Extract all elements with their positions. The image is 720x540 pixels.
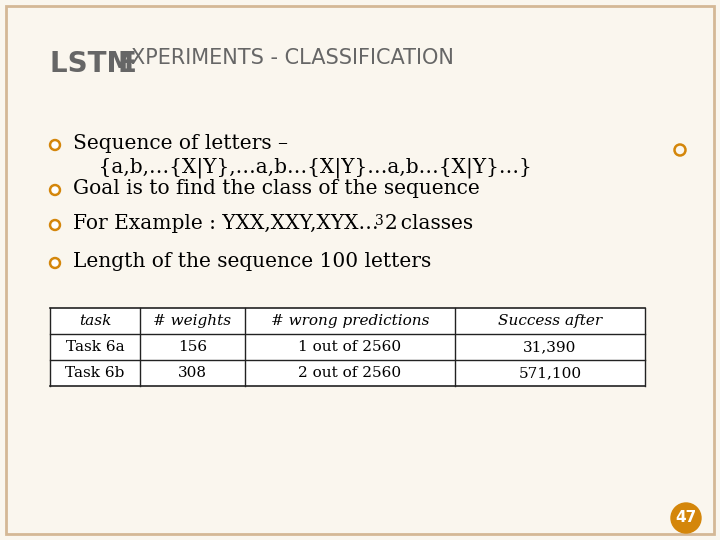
Text: XPERIMENTS - CLASSIFICATION: XPERIMENTS - CLASSIFICATION xyxy=(131,48,454,68)
Text: LSTM: LSTM xyxy=(50,50,144,78)
Text: {a,b,…{X|Y},…a,b…{X|Y}…a,b…{X|Y}…}: {a,b,…{X|Y},…a,b…{X|Y}…a,b…{X|Y}…} xyxy=(73,158,532,179)
Text: # wrong predictions: # wrong predictions xyxy=(271,314,429,328)
Text: # weights: # weights xyxy=(153,314,232,328)
Text: 3: 3 xyxy=(375,214,384,228)
Bar xyxy=(50,308,645,386)
Circle shape xyxy=(52,260,58,266)
Text: For Example : YXX,XXY,XYX… 2: For Example : YXX,XXY,XYX… 2 xyxy=(73,214,397,233)
Text: 308: 308 xyxy=(178,366,207,380)
Circle shape xyxy=(50,219,60,231)
Circle shape xyxy=(671,503,701,533)
Text: Task 6b: Task 6b xyxy=(66,366,125,380)
Circle shape xyxy=(52,187,58,193)
Text: 156: 156 xyxy=(178,340,207,354)
Text: Length of the sequence 100 letters: Length of the sequence 100 letters xyxy=(73,252,431,271)
Circle shape xyxy=(50,185,60,195)
Text: Sequence of letters –: Sequence of letters – xyxy=(73,134,288,153)
Text: 31,390: 31,390 xyxy=(523,340,577,354)
Text: 1 out of 2560: 1 out of 2560 xyxy=(298,340,402,354)
Text: 2 out of 2560: 2 out of 2560 xyxy=(298,366,402,380)
Text: classes: classes xyxy=(388,214,473,233)
Circle shape xyxy=(50,258,60,268)
Text: Success after: Success after xyxy=(498,314,602,328)
Text: task: task xyxy=(78,314,111,328)
Text: E: E xyxy=(118,50,137,78)
Text: 47: 47 xyxy=(675,510,697,525)
FancyBboxPatch shape xyxy=(6,6,714,534)
Text: Task 6a: Task 6a xyxy=(66,340,125,354)
Text: 571,100: 571,100 xyxy=(518,366,582,380)
Text: Goal is to find the class of the sequence: Goal is to find the class of the sequenc… xyxy=(73,179,480,198)
Circle shape xyxy=(50,139,60,151)
Circle shape xyxy=(52,142,58,148)
Circle shape xyxy=(52,222,58,228)
